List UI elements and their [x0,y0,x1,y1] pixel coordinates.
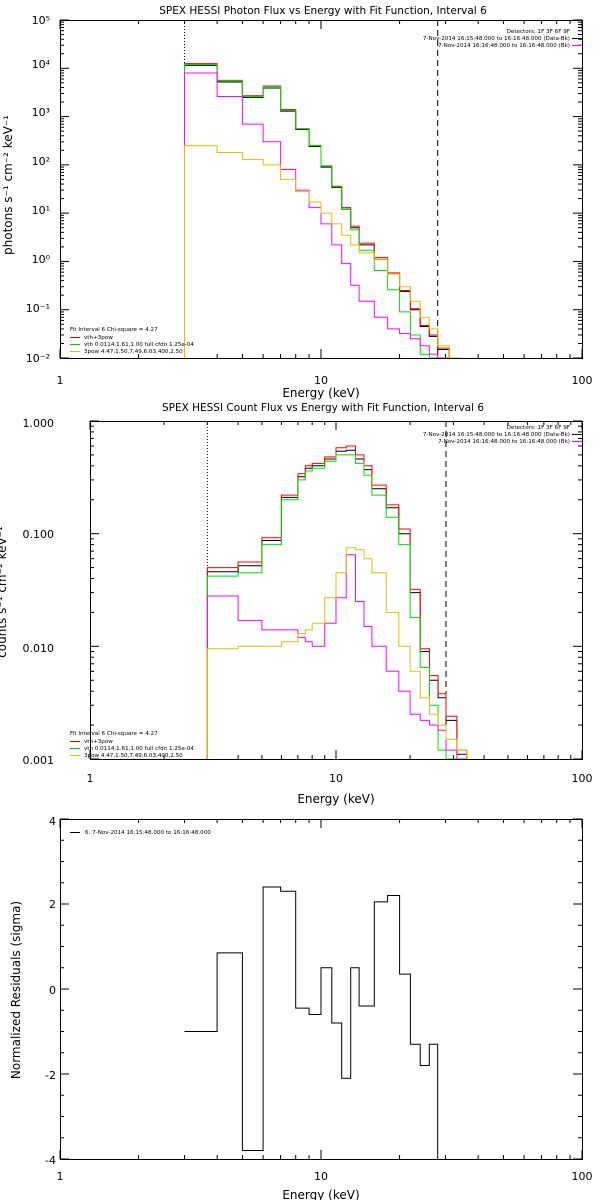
x-tick-labels: 1 10 100 [87,772,593,785]
info-line: 7-Nov-2014 16:15:48.000 to 16:16:48.000 … [423,36,570,42]
x-axis-label: Energy (keV) [282,1188,359,1200]
series-group [184,63,460,359]
info-line: Detectors: 1F 3F 6F 9F [507,425,570,431]
info-box: Detectors: 1F 3F 6F 9F 7-Nov-2014 16:15:… [423,425,582,445]
series-line [206,547,468,759]
legend-entry: vth 0.0114,1.61,1.00 full cfdn 1.25e-04 [84,342,194,348]
y-tick-labels: 10⁻² 10⁻¹ 10⁰ 10¹ 10² 10³ 10⁴ 10⁵ [26,14,51,365]
legend-entry: 3pow 4.47,1.50,7.49,6.03,400,2.50 [84,753,183,759]
x-tick-label: 1 [57,374,64,387]
x-tick-label: 10 [314,374,328,387]
series-line [206,449,468,759]
x-tick-labels: 1 10 100 [57,1170,593,1183]
info-line: 7-Nov-2014 16:15:48.000 to 16:16:48.000 … [423,432,570,438]
panel-title: SPEX HESSI Photon Flux vs Energy with Fi… [159,5,487,17]
y-tick-labels: -4 -2 0 2 4 [45,815,56,1167]
legend-entry: 6. 7-Nov-2014 16:15:48.000 to 16:16:48.0… [85,830,211,836]
y-axis-label: photons s⁻¹ cm⁻² keV⁻¹ [1,115,15,255]
count-flux-panel: SPEX HESSI Count Flux vs Energy with Fit… [0,402,593,806]
y-tick-label: 10⁴ [32,58,51,71]
series-line [184,886,439,1159]
y-axis-label: Normalized Residuals (sigma) [9,901,23,1079]
y-tick-label: 4 [49,815,56,828]
y-tick-label: -4 [45,1154,56,1167]
series-line [206,454,467,760]
plot-frame [90,421,583,760]
y-tick-label: 10⁵ [32,14,50,27]
legend-header: Fit Interval 6 Chi-square = 4.27 [70,327,158,333]
x-tick-label: 10 [314,1170,328,1183]
series-line [184,72,460,359]
y-tick-label: 2 [49,898,56,911]
series-line [184,63,460,359]
y-tick-label: 10³ [32,106,50,119]
legend-header: Fit Interval 6 Chi-square = 4.27 [70,731,158,737]
y-tick-label: 1.000 [23,417,55,430]
info-box: Detectors: 1F 3F 6F 9F 7-Nov-2014 16:15:… [423,29,582,49]
plot-frame [60,20,583,359]
y-tick-label: 10⁻² [26,352,50,365]
y-axis-label: counts s⁻¹ cm⁻² keV⁻¹ [0,526,9,658]
y-tick-label: 10⁻¹ [26,302,50,315]
info-line: 7-Nov-2014 16:16:48.000 to 16:16:48.000 … [438,439,570,445]
x-tick-label: 1 [87,772,94,785]
series-line [206,554,467,760]
panel-title: SPEX HESSI Count Flux vs Energy with Fit… [162,402,484,414]
x-tick-label: 1 [57,1170,64,1183]
y-tick-label: 10¹ [32,204,50,217]
y-tick-label: 0.100 [23,528,55,541]
y-tick-label: 0.010 [23,642,55,655]
legend-entry: vth+3pow [84,739,113,745]
residuals-panel: -4 -2 0 2 4 1 10 100 Energy (keV) Normal… [9,815,593,1200]
x-tick-label: 100 [572,374,593,387]
info-line: 7-Nov-2014 16:16:48.000 to 16:16:48.000 … [438,43,570,49]
series-group [184,886,439,1159]
x-axis-label: Energy (keV) [282,386,359,400]
y-tick-label: 10² [32,155,50,168]
y-tick-labels: 0.001 0.010 0.100 1.000 [23,417,55,767]
series-line [184,64,460,359]
photon-flux-panel: SPEX HESSI Photon Flux vs Energy with Fi… [1,5,593,400]
series-line [184,145,460,359]
y-tick-label: 0 [49,984,56,997]
legend-entry: 3pow 4.47,1.50,7.49,6.03,400,2.50 [84,349,183,355]
x-tick-label: 100 [572,772,593,785]
x-tick-label: 100 [572,1170,593,1183]
x-tick-labels: 1 10 100 [57,374,593,387]
fit-legend: Fit Interval 6 Chi-square = 4.27 vth+3po… [70,731,194,759]
y-tick-label: -2 [45,1069,56,1082]
fit-legend: Fit Interval 6 Chi-square = 4.27 vth+3po… [70,327,194,355]
legend-entry: vth+3pow [84,335,113,341]
plot-frame [60,819,583,1160]
x-axis-label: Energy (keV) [297,792,374,806]
residual-legend: 6. 7-Nov-2014 16:15:48.000 to 16:16:48.0… [70,830,211,836]
x-tick-label: 10 [329,772,343,785]
series-group [206,445,468,760]
info-line: Detectors: 1F 3F 6F 9F [507,29,570,35]
y-tick-label: 0.001 [23,754,55,767]
y-tick-label: 10⁰ [32,253,51,266]
legend-entry: vth 0.0114,1.61,1.00 full cfdn 1.25e-04 [84,746,194,752]
series-line [206,445,468,759]
